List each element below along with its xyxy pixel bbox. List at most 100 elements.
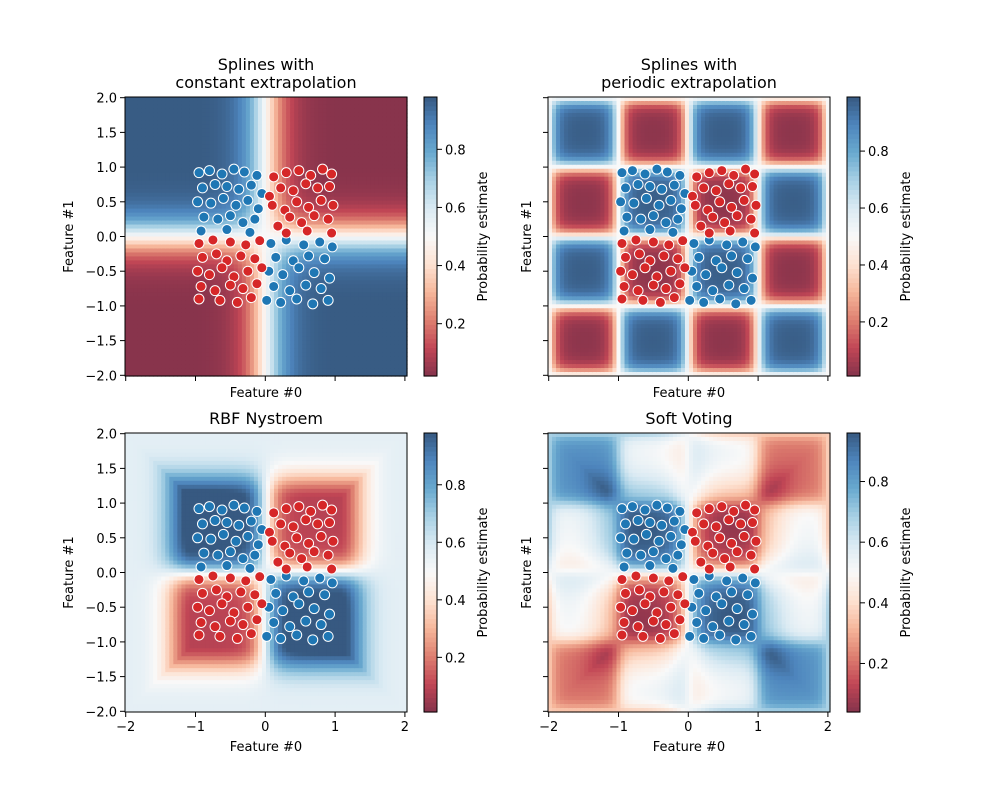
heatmap-cell (217, 316, 223, 321)
heatmap-cell (137, 200, 142, 206)
heatmap-cell (225, 220, 231, 226)
heatmap-cell (390, 352, 396, 357)
heatmap-cell (261, 284, 267, 289)
heatmap-cell (342, 268, 348, 273)
heatmap-cell (129, 316, 134, 321)
heatmap-cell (229, 348, 235, 353)
heatmap-cell (294, 104, 299, 110)
heatmap-cell (125, 220, 130, 226)
heatmap-cell (149, 216, 154, 222)
heatmap-cell (197, 164, 203, 170)
heatmap-cell (177, 340, 182, 345)
heatmap-cell (314, 220, 319, 226)
heatmap-cell (149, 180, 154, 186)
heatmap-cell (390, 224, 396, 230)
heatmap-cell (181, 116, 187, 122)
heatmap-cell (129, 360, 134, 365)
heatmap-cell (402, 116, 408, 122)
heatmap-cell (362, 160, 368, 166)
heatmap-cell (137, 296, 142, 301)
heatmap-cell (386, 184, 392, 190)
heatmap-cell (253, 268, 259, 273)
heatmap-cell (149, 324, 154, 329)
heatmap-cell (390, 128, 396, 134)
heatmap-cell (257, 332, 263, 337)
heatmap-cell (318, 276, 323, 281)
heatmap-cell (294, 100, 299, 106)
heatmap-cell (213, 116, 219, 122)
heatmap-cell (201, 144, 207, 150)
heatmap-cell (177, 124, 182, 130)
heatmap-cell (129, 244, 134, 250)
heatmap-cell (169, 244, 174, 250)
heatmap-cell (217, 312, 223, 317)
heatmap-cell (398, 288, 404, 293)
heatmap-cell (233, 340, 239, 345)
heatmap-cell (201, 196, 207, 202)
heatmap-cell (201, 308, 207, 313)
heatmap-cell (270, 292, 275, 297)
heatmap-cell (382, 360, 388, 365)
heatmap-cell (282, 256, 287, 262)
heatmap-cell (205, 144, 211, 150)
heatmap-cell (189, 212, 195, 218)
heatmap-cell (322, 132, 328, 138)
heatmap-cell (177, 240, 182, 246)
heatmap-cell (181, 336, 187, 341)
heatmap-cell (125, 348, 130, 353)
heatmap-cell (173, 192, 178, 198)
heatmap-cell (370, 348, 376, 353)
heatmap-cell (161, 312, 166, 317)
heatmap-cell (390, 300, 396, 305)
heatmap-cell (398, 344, 404, 349)
heatmap-cell (386, 368, 392, 373)
heatmap-cell (245, 224, 251, 230)
heatmap-cell (153, 140, 158, 146)
heatmap-cell (294, 152, 299, 158)
heatmap-cell (193, 260, 199, 265)
heatmap-cell (241, 344, 247, 349)
heatmap-cell (370, 232, 376, 238)
heatmap-cell (358, 364, 364, 369)
heatmap-cell (169, 328, 174, 333)
heatmap-cell (149, 268, 154, 273)
heatmap-cell (173, 140, 178, 146)
heatmap-cell (306, 152, 311, 158)
heatmap-cell (398, 192, 404, 198)
heatmap-cell (374, 252, 380, 258)
heatmap-cell (153, 348, 158, 353)
heatmap-cell (257, 272, 263, 277)
heatmap-cell (129, 368, 134, 373)
heatmap-cell (193, 372, 199, 377)
heatmap-cell (266, 97, 271, 102)
heatmap-cell (245, 308, 251, 313)
heatmap-cell (370, 124, 376, 130)
heatmap-cell (298, 144, 303, 150)
heatmap-cell (181, 324, 187, 329)
heatmap-cell (225, 252, 231, 258)
heatmap-cell (402, 324, 408, 329)
heatmap-cell (402, 308, 408, 313)
heatmap-cell (338, 140, 344, 146)
data-point (303, 250, 315, 262)
heatmap-cell (402, 240, 408, 246)
heatmap-cell (149, 340, 154, 345)
heatmap-cell (165, 324, 170, 329)
heatmap-cell (294, 240, 299, 246)
data-point (263, 190, 275, 202)
heatmap-cell (133, 204, 138, 210)
heatmap-cell (314, 228, 319, 234)
heatmap-cell (181, 176, 187, 182)
heatmap-cell (282, 280, 287, 285)
heatmap-cell (326, 336, 332, 341)
heatmap-cell (302, 164, 307, 170)
heatmap-cell (133, 196, 138, 202)
heatmap-cell (153, 280, 158, 285)
heatmap-cell (189, 116, 195, 122)
heatmap-cell (310, 276, 315, 281)
heatmap-cell (161, 340, 166, 345)
heatmap-cell (382, 144, 388, 150)
heatmap-cell (145, 204, 150, 210)
heatmap-cell (318, 280, 323, 285)
heatmap-cell (205, 136, 211, 142)
